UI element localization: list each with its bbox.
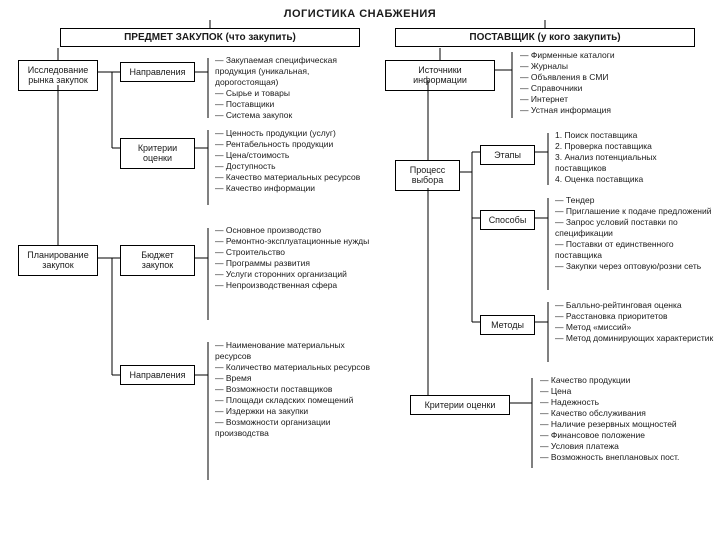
list-item: Качество материальных ресурсов xyxy=(215,172,370,183)
list-item: Система закупок xyxy=(215,110,370,121)
stages-box: Этапы xyxy=(480,145,535,165)
list-item: Сырье и товары xyxy=(215,88,370,99)
list-item: Закупки через оптовую/розни сеть xyxy=(555,261,715,272)
list-item: Ценность продукции (услуг) xyxy=(215,128,370,139)
list-item: Качество продукции xyxy=(540,375,710,386)
stages-list: 1. Поиск поставщика 2. Проверка поставщи… xyxy=(555,130,705,185)
list-item: Запрос условий поставки по спецификации xyxy=(555,217,715,239)
list-item: Возможности организации производства xyxy=(215,417,370,439)
list-item: 3. Анализ потенциальных поставщиков xyxy=(555,152,705,174)
list-item: Рентабельность продукции xyxy=(215,139,370,150)
research-criteria-list: Ценность продукции (услуг) Рентабельност… xyxy=(215,128,370,194)
list-item: 1. Поиск поставщика xyxy=(555,130,705,141)
ways-box: Способы xyxy=(480,210,535,230)
list-item: Время xyxy=(215,373,370,384)
list-item: Надежность xyxy=(540,397,710,408)
list-item: 2. Проверка поставщика xyxy=(555,141,705,152)
planning-directions-box: Направления xyxy=(120,365,195,385)
research-directions-box: Направления xyxy=(120,62,195,82)
list-item: Наименование материальных ресурсов xyxy=(215,340,370,362)
eval-criteria-box: Критерии оценки xyxy=(410,395,510,415)
list-item: Возможность внеплановых пост. xyxy=(540,452,710,463)
list-item: Поставщики xyxy=(215,99,370,110)
planning-directions-list: Наименование материальных ресурсов Колич… xyxy=(215,340,370,439)
research-criteria-box: Критерии оценки xyxy=(120,138,195,169)
right-column-header: ПОСТАВЩИК (у кого закупить) xyxy=(395,28,695,47)
list-item: Ремонтно-эксплуатационные нужды xyxy=(215,236,370,247)
list-item: Качество обслуживания xyxy=(540,408,710,419)
list-item: Расстановка приоритетов xyxy=(555,311,715,322)
methods-box: Методы xyxy=(480,315,535,335)
list-item: Метод доминирующих характеристик xyxy=(555,333,715,344)
list-item: Тендер xyxy=(555,195,715,206)
list-item: Цена/стоимость xyxy=(215,150,370,161)
list-item: Цена xyxy=(540,386,710,397)
list-item: Приглашение к подаче предложений xyxy=(555,206,715,217)
list-item: Услуги сторонних организаций xyxy=(215,269,370,280)
list-item: Строительство xyxy=(215,247,370,258)
list-item: Доступность xyxy=(215,161,370,172)
research-box: Исследование рынка закупок xyxy=(18,60,98,91)
list-item: Наличие резервных мощностей xyxy=(540,419,710,430)
list-item: Издержки на закупки xyxy=(215,406,370,417)
list-item: Качество информации xyxy=(215,183,370,194)
list-item: Метод «миссий» xyxy=(555,322,715,333)
planning-budget-list: Основное производство Ремонтно-эксплуата… xyxy=(215,225,370,291)
list-item: Фирменные каталоги xyxy=(520,50,700,61)
list-item: 4. Оценка поставщика xyxy=(555,174,705,185)
list-item: Финансовое положение xyxy=(540,430,710,441)
planning-budget-box: Бюджет закупок xyxy=(120,245,195,276)
list-item: Площади складских помещений xyxy=(215,395,370,406)
list-item: Непроизводственная сфера xyxy=(215,280,370,291)
list-item: Закупаемая специфическая продукция (уник… xyxy=(215,55,370,88)
sources-list: Фирменные каталоги Журналы Объявления в … xyxy=(520,50,700,116)
list-item: Устная информация xyxy=(520,105,700,116)
sources-box: Источники информации xyxy=(385,60,495,91)
eval-criteria-list: Качество продукции Цена Надежность Качес… xyxy=(540,375,710,463)
list-item: Журналы xyxy=(520,61,700,72)
list-item: Интернет xyxy=(520,94,700,105)
process-box: Процесс выбора xyxy=(395,160,460,191)
list-item: Условия платежа xyxy=(540,441,710,452)
list-item: Поставки от единственного поставщика xyxy=(555,239,715,261)
ways-list: Тендер Приглашение к подаче предложений … xyxy=(555,195,715,272)
left-column-header: ПРЕДМЕТ ЗАКУПОК (что закупить) xyxy=(60,28,360,47)
diagram-title: ЛОГИСТИКА СНАБЖЕНИЯ xyxy=(0,8,720,20)
list-item: Основное производство xyxy=(215,225,370,236)
list-item: Справочники xyxy=(520,83,700,94)
list-item: Балльно-рейтинговая оценка xyxy=(555,300,715,311)
list-item: Программы развития xyxy=(215,258,370,269)
research-directions-list: Закупаемая специфическая продукция (уник… xyxy=(215,55,370,121)
planning-box: Планирование закупок xyxy=(18,245,98,276)
list-item: Возможности поставщиков xyxy=(215,384,370,395)
list-item: Объявления в СМИ xyxy=(520,72,700,83)
methods-list: Балльно-рейтинговая оценка Расстановка п… xyxy=(555,300,715,344)
list-item: Количество материальных ресурсов xyxy=(215,362,370,373)
